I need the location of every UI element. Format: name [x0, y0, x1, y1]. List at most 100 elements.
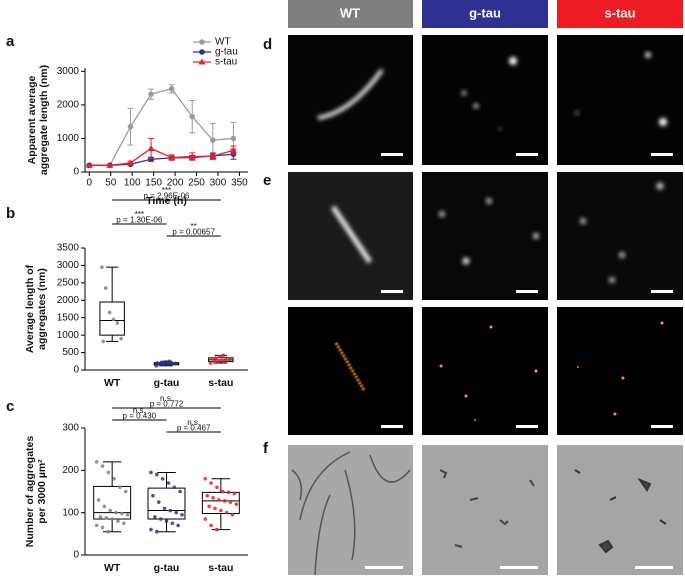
data-point [111, 317, 116, 322]
header-bg [422, 0, 548, 28]
data-point [165, 362, 170, 366]
data-point [100, 265, 104, 269]
data-point [118, 485, 122, 490]
x-tick-label: WT [104, 377, 121, 389]
data-point [203, 477, 208, 481]
marker [230, 135, 237, 142]
p-value: p = 0.00657 [172, 228, 215, 237]
y-axis-title: aggregates (nm) [36, 268, 48, 350]
panel-label: c [6, 398, 14, 415]
data-point [107, 310, 112, 315]
significance: n.s. [160, 394, 173, 403]
data-point [213, 506, 217, 511]
data-point [164, 519, 169, 523]
data-point [155, 472, 159, 477]
marker [229, 146, 237, 153]
data-point [209, 481, 213, 485]
y-tick-label: 3000 [57, 66, 80, 77]
micrographs [288, 35, 683, 576]
y-tick-label: 3500 [57, 243, 80, 254]
x-tick-label: 0 [87, 178, 93, 189]
x-tick-label: g-tau [154, 562, 180, 574]
x-tick-label: 200 [167, 178, 184, 189]
x-tick-label: 300 [210, 178, 227, 189]
x-tick-label: s-tau [208, 562, 233, 574]
marker [209, 152, 217, 159]
marker [168, 154, 176, 161]
marker [106, 161, 114, 168]
y-tick-label: 1000 [57, 133, 80, 144]
x-tick-label: 100 [124, 178, 141, 189]
x-axis-title: Time (h) [146, 195, 187, 207]
panel-label: f [263, 440, 269, 457]
legend-label: WT [215, 37, 231, 48]
data-point [220, 489, 225, 494]
data-point [158, 517, 163, 521]
data-point [166, 481, 171, 485]
y-tick-label: 500 [62, 347, 79, 358]
data-point [212, 360, 217, 364]
y-tick-label: 300 [62, 423, 79, 434]
panel-label: b [6, 205, 15, 222]
data-point [151, 493, 155, 498]
data-point [159, 360, 164, 365]
significance: *** [162, 186, 171, 195]
y-tick-label: 0 [73, 167, 79, 178]
data-point [215, 527, 219, 532]
data-point [96, 498, 101, 502]
marker [210, 137, 216, 143]
data-point [172, 485, 177, 490]
data-point [98, 515, 103, 519]
significance: ** [191, 222, 197, 231]
y-tick-label: 2000 [57, 100, 80, 111]
y-tick-label: 1500 [57, 312, 80, 323]
data-point [94, 460, 99, 464]
data-point [94, 523, 99, 528]
data-point [224, 358, 228, 362]
data-point [220, 358, 224, 363]
data-point [153, 515, 157, 519]
p-value: p = 0.772 [150, 400, 184, 409]
y-tick-label: 2500 [57, 277, 80, 288]
data-point [178, 489, 182, 494]
data-point [216, 359, 221, 364]
data-point [213, 356, 218, 360]
legend-marker [199, 39, 205, 45]
data-point [210, 357, 214, 361]
data-point [116, 519, 120, 523]
data-point [122, 521, 126, 526]
data-point [232, 491, 237, 496]
y-tick-label: 0 [73, 365, 79, 376]
data-point [167, 359, 171, 364]
data-point [170, 521, 175, 526]
data-point [106, 529, 111, 534]
significance: *** [135, 210, 144, 219]
p-value: p = 0.467 [177, 424, 211, 433]
significance: n.s. [133, 406, 146, 415]
data-point [156, 500, 161, 504]
marker [127, 123, 134, 130]
x-tick-label: WT [104, 562, 121, 574]
data-point [114, 510, 118, 515]
data-point [160, 477, 165, 481]
legend-label: g-tau [215, 47, 238, 58]
data-point [100, 464, 105, 468]
box [99, 301, 125, 336]
data-point [215, 485, 219, 490]
marker [148, 156, 154, 163]
data-point [211, 496, 215, 500]
y-axis-title: Average length of [24, 264, 36, 353]
marker [126, 159, 134, 166]
marker [168, 86, 175, 92]
panel-label: e [263, 172, 271, 189]
data-point [103, 286, 108, 290]
data-point [115, 321, 120, 325]
y-tick-label: 0 [73, 550, 79, 561]
data-point [173, 361, 178, 366]
data-point [219, 508, 223, 513]
legend-marker [199, 49, 205, 55]
data-point [230, 512, 235, 517]
data-point [222, 499, 227, 503]
data-point [205, 493, 210, 498]
